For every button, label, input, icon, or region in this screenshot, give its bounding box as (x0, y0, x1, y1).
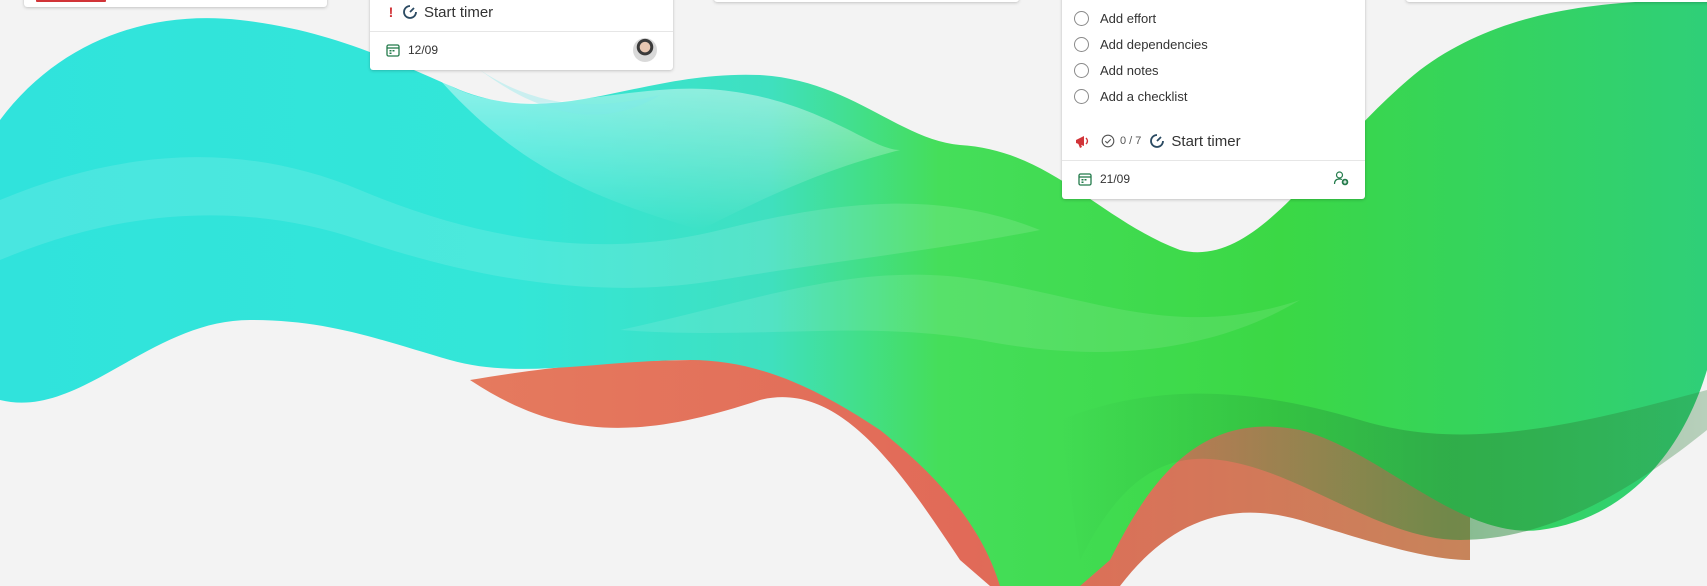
checklist-progress: 0 / 7 (1120, 135, 1142, 147)
checklist-progress-icon (1101, 134, 1115, 148)
checklist-item[interactable]: Add dependencies (1074, 34, 1208, 54)
task-card-right[interactable]: Add effort Add dependencies Add notes Ad… (1062, 0, 1365, 199)
radio-circle-icon[interactable] (1074, 36, 1089, 52)
checklist-item[interactable]: Add notes (1074, 60, 1159, 80)
task-card-stub-2[interactable] (1406, 0, 1707, 2)
checklist-item[interactable]: Add effort (1074, 8, 1156, 28)
label-badge (36, 0, 106, 2)
checklist-item[interactable]: Add a checklist (1074, 86, 1187, 106)
task-card-left[interactable] (24, 0, 327, 7)
radio-circle-icon[interactable] (1074, 62, 1089, 78)
radio-circle-icon[interactable] (1074, 88, 1089, 104)
due-date[interactable]: 12/09 (408, 43, 439, 57)
timer-icon[interactable] (402, 4, 418, 20)
start-timer-button[interactable]: Start timer (424, 3, 494, 21)
task-card-middle[interactable]: ! Start timer 12/09 (370, 0, 673, 70)
megaphone-icon (1074, 134, 1091, 149)
assign-person-icon[interactable] (1333, 170, 1349, 186)
exclamation-icon: ! (388, 4, 394, 20)
task-card-stub-1[interactable] (714, 0, 1019, 2)
radio-circle-icon[interactable] (1074, 10, 1089, 26)
calendar-icon (1078, 172, 1092, 186)
avatar[interactable] (633, 38, 657, 62)
calendar-icon (386, 43, 400, 57)
due-date[interactable]: 21/09 (1100, 172, 1131, 186)
timer-icon[interactable] (1149, 133, 1165, 149)
start-timer-button[interactable]: Start timer (1171, 132, 1241, 150)
